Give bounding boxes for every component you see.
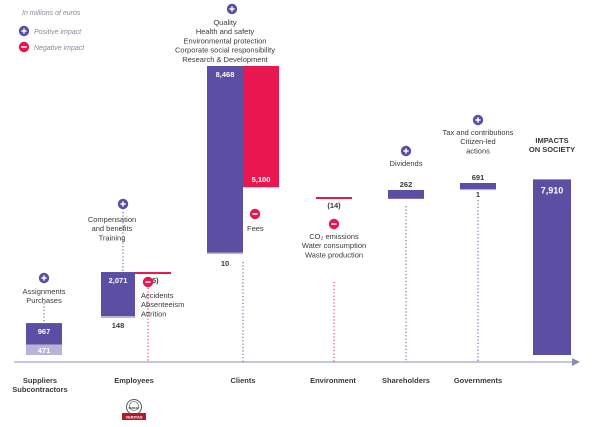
category-label-1-0: Employees (114, 376, 154, 385)
value-governments-bottom: 1 (476, 190, 480, 199)
bar-environment-negative (316, 197, 352, 199)
value-environment-negative: (14) (327, 201, 341, 210)
bar-employees-bottom-strip (101, 316, 135, 318)
bar-suppliers-negative (26, 344, 62, 355)
negative-icon-environment-h (331, 223, 337, 225)
value-clients-positive: 8,468 (216, 70, 235, 79)
negative-icon-employees-h (145, 281, 151, 283)
value-employees-positive: 2,071 (109, 276, 128, 285)
annotation-clients-negative: Fees (247, 224, 264, 233)
bar-employees-negative (135, 272, 171, 275)
bar-suppliers-positive (26, 323, 62, 345)
annotation-environment-negative-0: CO₂ emissions (309, 232, 359, 241)
annotation-suppliers-1: Purchases (26, 296, 62, 305)
bar-clients-negative (243, 66, 279, 188)
category-label-3-0: Environment (310, 376, 356, 385)
value-employees-bottom: 148 (112, 321, 125, 330)
annotation-governments-positive-1: Citizen-led (460, 137, 495, 146)
annotation-employees-positive-1: and benefits (92, 224, 133, 233)
positive-icon-employees-v (122, 201, 124, 207)
x-axis-arrow (572, 358, 580, 366)
positive-icon-suppliers-v (43, 275, 45, 281)
bar-clients-bottom-strip (207, 252, 243, 254)
positive-icon-shareholders-v (405, 148, 407, 154)
legend-negative-label: Negative impact (34, 45, 85, 52)
category-label-5-0: Governments (454, 376, 502, 385)
value-shareholders-positive: 262 (400, 180, 413, 189)
annotation-clients-positive-2: Environmental protection (184, 36, 267, 45)
annotation-clients-positive-1: Health and safety (196, 27, 255, 36)
value-clients-bottom: 10 (221, 259, 229, 268)
annotation-clients-positive-3: Corporate social responsibility (175, 46, 275, 55)
certification-badge-banner (122, 413, 146, 420)
legend-negative-icon-h (21, 46, 27, 48)
legend-positive-label: Positive impact (34, 29, 82, 36)
category-label-4-0: Shareholders (382, 376, 430, 385)
value-governments-positive: 691 (472, 173, 485, 182)
unit-note: In millions of euros (22, 10, 81, 17)
certification-badge-ring (129, 401, 139, 411)
annotation-governments-positive-0: Tax and contributions (443, 128, 514, 137)
value-clients-negative: 5,100 (252, 175, 271, 184)
category-label-0-1: Subcontractors (12, 385, 67, 394)
certification-badge-text: VERITAS (125, 415, 142, 420)
category-label-2-0: Clients (230, 376, 255, 385)
annotation-clients-positive-4: Research & Development (182, 55, 268, 64)
bar-shareholders-positive (388, 190, 424, 199)
negative-icon-clients-h (252, 213, 258, 215)
value-suppliers-positive: 967 (38, 327, 51, 336)
positive-icon-clients-v (231, 6, 233, 12)
total-label-0: IMPACTS (535, 136, 568, 145)
bar-employees-positive (101, 272, 135, 318)
annotation-environment-negative-1: Water consumption (302, 241, 366, 250)
value-total: 7,910 (541, 185, 564, 195)
annotation-environment-negative-2: Waste production (305, 250, 363, 259)
value-suppliers-negative: 471 (38, 346, 51, 355)
total-label-1: ON SOCIETY (529, 145, 575, 154)
annotation-employees-negative-0: Accidents (141, 291, 174, 300)
positive-icon-governments-v (477, 117, 479, 123)
bar-clients-positive (207, 66, 243, 254)
bar-governments-positive (460, 183, 496, 189)
category-label-0-0: Suppliers (23, 376, 57, 385)
annotation-employees-negative-1: Absenteeism (141, 300, 184, 309)
annotation-suppliers-0: Assignments (23, 287, 66, 296)
annotation-employees-positive-2: Training (99, 233, 126, 242)
legend-positive-icon-v (23, 28, 25, 34)
annotation-shareholders-positive: Dividends (390, 159, 423, 168)
annotation-clients-positive-0: Quality (213, 18, 237, 27)
annotation-employees-negative-2: Attrition (141, 309, 166, 318)
annotation-employees-positive-0: Compensation (88, 215, 136, 224)
bar-total (533, 179, 571, 355)
certification-badge-text-top: BUREAU (129, 407, 140, 410)
bar-governments-bottom-strip (460, 189, 496, 191)
annotation-governments-positive-2: actions (466, 146, 490, 155)
